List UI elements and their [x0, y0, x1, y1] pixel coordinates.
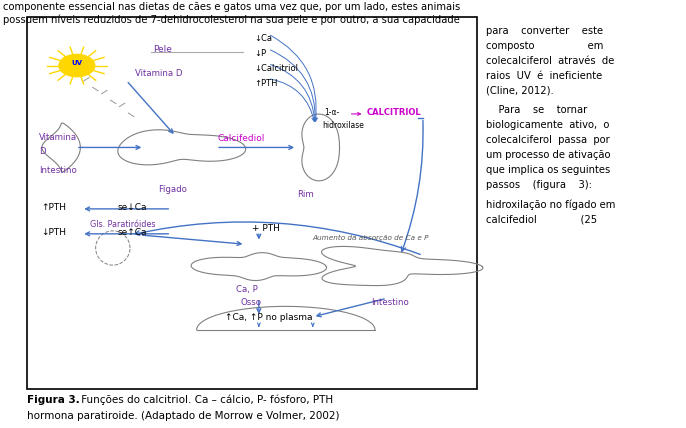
- Text: passos    (figura    3):: passos (figura 3):: [486, 180, 591, 190]
- Text: ↓Ca: ↓Ca: [255, 34, 272, 43]
- Text: Ca, P: Ca, P: [237, 285, 258, 294]
- Text: ↓P: ↓P: [255, 49, 266, 58]
- Text: ↑PTH: ↑PTH: [255, 79, 278, 88]
- Text: hormona paratiroide. (Adaptado de Morrow e Volmer, 2002): hormona paratiroide. (Adaptado de Morrow…: [27, 411, 340, 421]
- Text: que implica os seguintes: que implica os seguintes: [486, 165, 610, 175]
- Text: ↑Ca, ↑P no plasma: ↑Ca, ↑P no plasma: [225, 313, 313, 322]
- Text: Osso: Osso: [241, 298, 262, 307]
- Text: hidroxilase: hidroxilase: [322, 122, 364, 131]
- Text: Aumento da absorção de Ca e P: Aumento da absorção de Ca e P: [313, 235, 429, 241]
- Text: colecalciferol  através  de: colecalciferol através de: [486, 56, 614, 65]
- Text: se↓Ca: se↓Ca: [117, 202, 147, 211]
- Text: Rim: Rim: [297, 190, 314, 199]
- Text: D: D: [38, 148, 45, 157]
- Text: Funções do calcitriol. Ca – cálcio, P- fósforo, PTH: Funções do calcitriol. Ca – cálcio, P- f…: [78, 395, 333, 405]
- Text: biologicamente  ativo,  o: biologicamente ativo, o: [486, 120, 609, 130]
- Text: Pele: Pele: [153, 45, 172, 54]
- Text: CALCITRIOL: CALCITRIOL: [367, 108, 421, 117]
- Bar: [27, 17, 477, 389]
- Text: se↑Ca: se↑Ca: [117, 228, 147, 237]
- Text: Fígado: Fígado: [158, 185, 187, 194]
- Text: ↑PTH: ↑PTH: [41, 202, 66, 211]
- Text: raios  UV  é  ineficiente: raios UV é ineficiente: [486, 71, 602, 80]
- Text: + PTH: + PTH: [252, 224, 280, 233]
- Text: ↓Calcitriol: ↓Calcitriol: [255, 64, 298, 73]
- Text: Calcifediol: Calcifediol: [217, 134, 265, 143]
- Text: hidroxilação no fígado em: hidroxilação no fígado em: [486, 199, 615, 210]
- Text: (Cline, 2012).: (Cline, 2012).: [486, 86, 554, 95]
- Text: colecalciferol  passa  por: colecalciferol passa por: [486, 135, 609, 145]
- Text: Vitamina D: Vitamina D: [135, 69, 182, 78]
- Text: UV: UV: [71, 60, 82, 66]
- Text: Intestino: Intestino: [38, 166, 76, 175]
- Text: um processo de ativação: um processo de ativação: [486, 150, 610, 160]
- Text: calcifediol              (25: calcifediol (25: [486, 214, 597, 224]
- Text: Figura 3.: Figura 3.: [27, 395, 80, 404]
- Text: 1-α-: 1-α-: [324, 108, 340, 117]
- Text: Para    se    tornar: Para se tornar: [486, 105, 587, 115]
- Circle shape: [59, 54, 95, 77]
- Text: possuem níveis reduzidos de 7-dehidrocolesterol na sua pele e por outro, a sua c: possuem níveis reduzidos de 7-dehidrocol…: [3, 15, 460, 26]
- Text: Gls. Paratiróides: Gls. Paratiróides: [91, 220, 156, 229]
- Text: para    converter    este: para converter este: [486, 26, 603, 36]
- Text: composto                 em: composto em: [486, 41, 603, 51]
- Text: Vitamina: Vitamina: [38, 133, 77, 142]
- Text: componente essencial nas dietas de cães e gatos uma vez que, por um lado, estes : componente essencial nas dietas de cães …: [3, 2, 461, 12]
- Text: ↓PTH: ↓PTH: [41, 228, 66, 237]
- Text: Intestino: Intestino: [371, 298, 409, 307]
